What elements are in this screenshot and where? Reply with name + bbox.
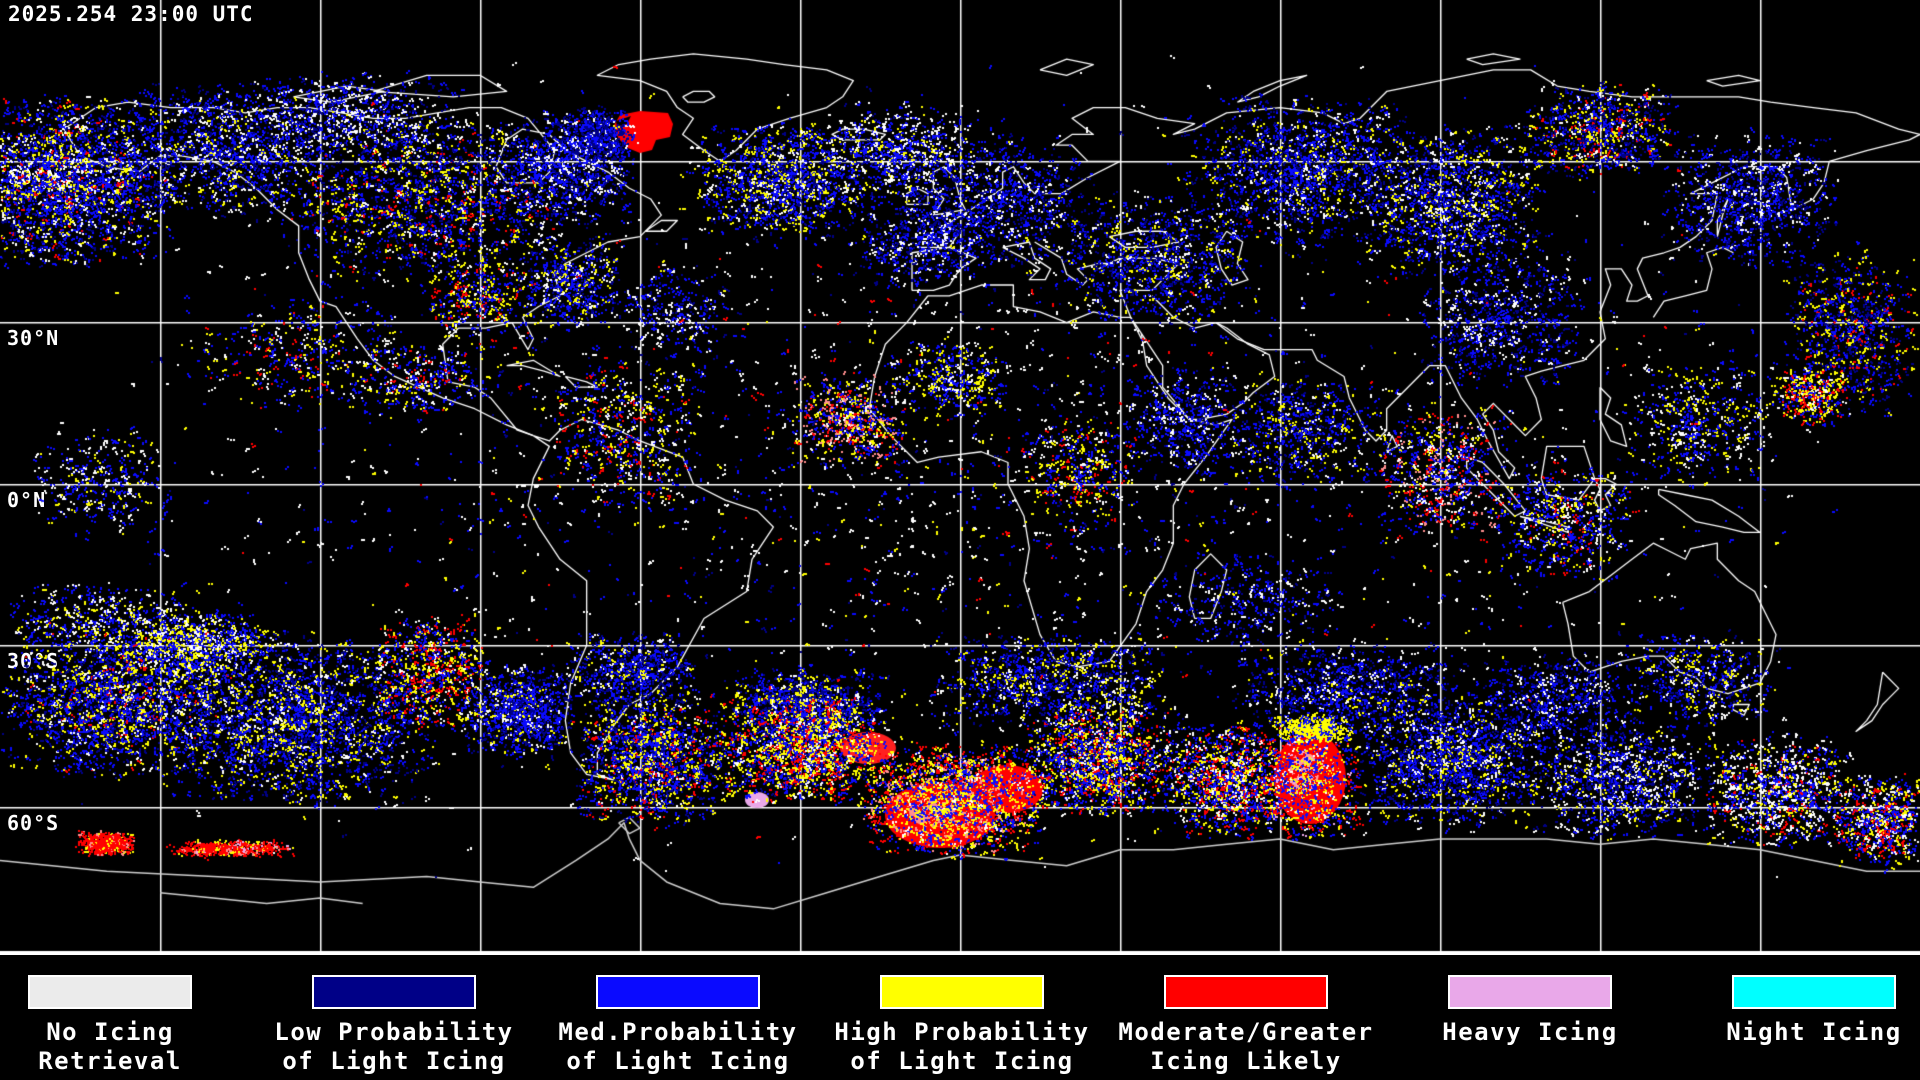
legend-item: Low Probability of Light Icing — [252, 975, 536, 1076]
legend-label: Night Icing — [1726, 1018, 1902, 1046]
world-icing-map: 60°N30°N0°N30°S60°S 2025.254 23:00 UTC — [0, 0, 1920, 953]
legend-label: Heavy Icing — [1442, 1018, 1618, 1046]
legend-label: Moderate/Greater Icing Likely — [1118, 1018, 1374, 1075]
legend-swatch — [28, 975, 192, 1009]
legend-item: Heavy Icing — [1388, 975, 1672, 1047]
legend-label: Med.Probability of Light Icing — [558, 1018, 798, 1075]
legend-swatch — [880, 975, 1044, 1009]
legend-item: Med.Probability of Light Icing — [536, 975, 820, 1076]
legend-swatch — [1732, 975, 1896, 1009]
legend-swatch — [312, 975, 476, 1009]
legend-label: High Probability of Light Icing — [834, 1018, 1090, 1075]
legend-label: Low Probability of Light Icing — [274, 1018, 514, 1075]
legend: No Icing Retrieval Low Probability of Light… — [0, 953, 1920, 1080]
legend-label: No Icing Retrieval — [38, 1018, 182, 1075]
legend-swatch — [596, 975, 760, 1009]
legend-swatch — [1448, 975, 1612, 1009]
legend-item: Night Icing — [1672, 975, 1920, 1047]
legend-item: No Icing Retrieval — [0, 975, 252, 1076]
legend-swatch — [1164, 975, 1328, 1009]
timestamp: 2025.254 23:00 UTC — [8, 2, 254, 26]
world-map-canvas — [0, 0, 1920, 953]
legend-item: High Probability of Light Icing — [820, 975, 1104, 1076]
legend-item: Moderate/Greater Icing Likely — [1104, 975, 1388, 1076]
